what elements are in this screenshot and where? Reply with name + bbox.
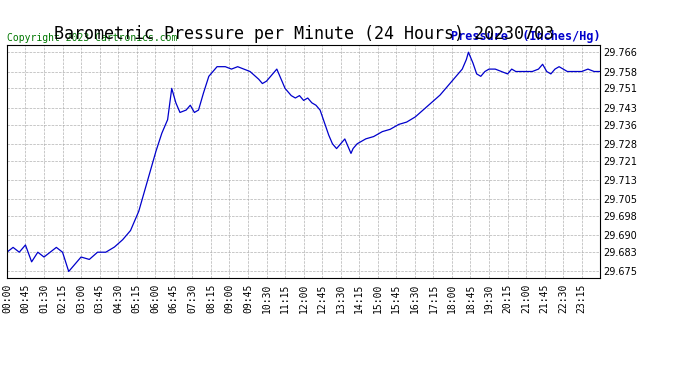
Title: Barometric Pressure per Minute (24 Hours) 20230703: Barometric Pressure per Minute (24 Hours… bbox=[54, 26, 553, 44]
Text: Pressure  (Inches/Hg): Pressure (Inches/Hg) bbox=[451, 30, 600, 43]
Text: Copyright 2023 Cartronics.com: Copyright 2023 Cartronics.com bbox=[7, 33, 177, 43]
